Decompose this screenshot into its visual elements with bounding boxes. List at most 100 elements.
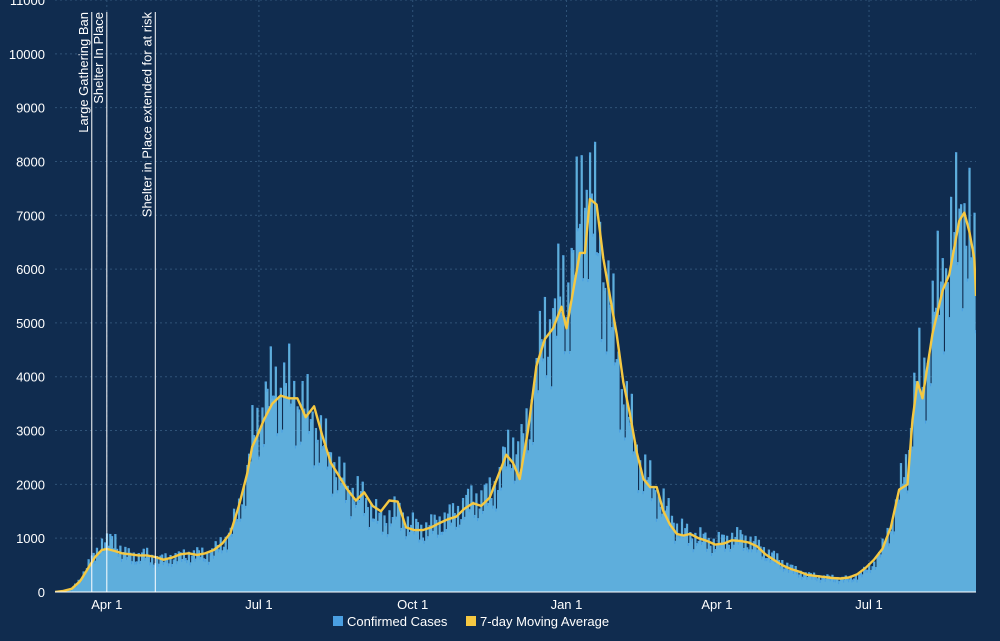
bar-confirmed-cases: [582, 278, 585, 592]
bar-confirmed-cases: [806, 576, 809, 592]
bar-cap-confirmed-cases: [642, 491, 644, 495]
bar-confirmed-cases: [933, 311, 936, 592]
bar-cap-confirmed-cases: [478, 508, 480, 512]
bar-confirmed-cases: [110, 536, 114, 592]
bar-cap-confirmed-cases: [313, 465, 315, 469]
bar-cap-confirmed-cases: [729, 548, 731, 552]
bar-cap-confirmed-cases: [462, 497, 464, 501]
bar-cap-confirmed-cases: [388, 510, 390, 514]
bar-confirmed-cases: [197, 550, 201, 592]
bar-cap-confirmed-cases: [470, 485, 472, 489]
bar-confirmed-cases: [849, 575, 852, 592]
bar-cap-confirmed-cases: [291, 398, 293, 402]
bar-confirmed-cases: [247, 453, 251, 592]
bar-confirmed-cases: [314, 428, 318, 592]
legend-label-average[interactable]: 7-day Moving Average: [480, 614, 609, 629]
bar-cap-confirmed-cases: [219, 537, 221, 541]
bar-confirmed-cases: [455, 526, 458, 592]
bar-cap-confirmed-cases: [903, 477, 905, 481]
bar-confirmed-cases: [398, 502, 401, 592]
bar-confirmed-cases: [309, 419, 313, 592]
bar-confirmed-cases: [946, 282, 949, 592]
bar-confirmed-cases: [226, 549, 229, 592]
bar-cap-confirmed-cases: [811, 576, 813, 580]
bar-cap-confirmed-cases: [950, 196, 952, 200]
bar-confirmed-cases: [276, 433, 279, 592]
bar-cap-confirmed-cases: [416, 522, 418, 526]
bar-confirmed-cases: [936, 230, 939, 592]
bar-cap-confirmed-cases: [789, 564, 791, 568]
bar-confirmed-cases: [799, 570, 802, 592]
bar-cap-confirmed-cases: [709, 545, 711, 549]
bar-confirmed-cases: [221, 550, 224, 592]
bar-cap-confirmed-cases: [191, 555, 193, 559]
x-tick-label: Apr 1: [701, 597, 732, 612]
bar-cap-confirmed-cases: [426, 536, 428, 540]
bar-confirmed-cases: [436, 534, 440, 592]
bar-cap-confirmed-cases: [587, 279, 589, 283]
bar-confirmed-cases: [142, 548, 145, 592]
bar-confirmed-cases: [901, 483, 904, 592]
bar-cap-confirmed-cases: [253, 435, 255, 439]
bar-confirmed-cases: [580, 155, 583, 592]
bar-confirmed-cases: [700, 541, 704, 592]
bar-cap-confirmed-cases: [436, 534, 438, 538]
bar-confirmed-cases: [349, 516, 353, 592]
bar-confirmed-cases: [480, 490, 483, 592]
legend-swatch-cases[interactable]: [333, 616, 343, 626]
bar-confirmed-cases: [134, 561, 137, 592]
bar-confirmed-cases: [478, 508, 481, 592]
bar-confirmed-cases: [680, 518, 684, 592]
bar-cap-confirmed-cases: [602, 282, 604, 286]
bar-confirmed-cases: [100, 538, 104, 592]
bar-cap-confirmed-cases: [443, 512, 445, 516]
legend-swatch-average[interactable]: [466, 616, 476, 626]
bar-cap-confirmed-cases: [943, 351, 945, 355]
bar-confirmed-cases: [630, 393, 633, 592]
bar-confirmed-cases: [406, 516, 410, 592]
x-tick-label: Oct 1: [397, 597, 428, 612]
bar-cap-confirmed-cases: [164, 553, 166, 557]
bar-confirmed-cases: [448, 504, 451, 592]
bar-confirmed-cases: [458, 524, 461, 592]
bar-cap-confirmed-cases: [899, 463, 901, 467]
bar-confirmed-cases: [672, 522, 675, 592]
bar-cap-confirmed-cases: [886, 527, 888, 531]
bar-confirmed-cases: [97, 551, 100, 592]
bar-cap-confirmed-cases: [515, 454, 517, 458]
bar-confirmed-cases: [286, 396, 289, 592]
bar-confirmed-cases: [79, 579, 82, 592]
bar-confirmed-cases: [674, 540, 677, 592]
bar-cap-confirmed-cases: [453, 513, 455, 517]
bar-cap-confirmed-cases: [204, 559, 206, 563]
bar-cap-confirmed-cases: [126, 557, 128, 561]
bar-confirmed-cases: [533, 383, 537, 592]
bar-cap-confirmed-cases: [560, 311, 562, 315]
bar-confirmed-cases: [824, 578, 827, 592]
legend-label-cases[interactable]: Confirmed Cases: [347, 614, 448, 629]
bar-confirmed-cases: [555, 335, 558, 592]
bar-cap-confirmed-cases: [771, 552, 773, 556]
bar-confirmed-cases: [764, 558, 767, 592]
bar-cap-confirmed-cases: [679, 535, 681, 539]
bar-confirmed-cases: [461, 497, 465, 592]
bar-cap-confirmed-cases: [881, 538, 883, 542]
bar-cap-confirmed-cases: [510, 468, 512, 472]
y-tick-label: 8000: [16, 154, 45, 169]
bar-confirmed-cases: [112, 548, 115, 592]
bar-confirmed-cases: [204, 559, 207, 592]
bar-cap-confirmed-cases: [430, 514, 432, 518]
y-tick-label: 3000: [16, 424, 45, 439]
bar-cap-confirmed-cases: [497, 490, 499, 494]
bar-confirmed-cases: [595, 252, 598, 592]
bar-cap-confirmed-cases: [791, 564, 793, 568]
bar-confirmed-cases: [843, 579, 846, 592]
bar-confirmed-cases: [125, 557, 129, 592]
bar-confirmed-cases: [647, 477, 650, 592]
bar-cap-confirmed-cases: [609, 304, 611, 308]
bar-cap-confirmed-cases: [712, 538, 714, 542]
bar-confirmed-cases: [792, 570, 796, 592]
bar-confirmed-cases: [166, 559, 169, 592]
bar-confirmed-cases: [562, 255, 565, 592]
bar-cap-confirmed-cases: [448, 504, 450, 508]
